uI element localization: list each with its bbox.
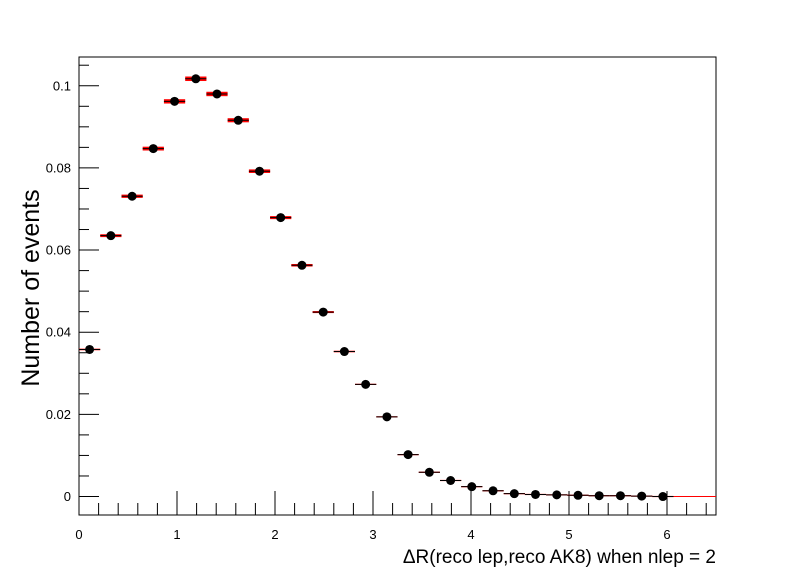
- x-tick-label: 3: [369, 527, 376, 542]
- y-tick-label: 0.04: [46, 325, 71, 340]
- data-point: [255, 166, 265, 176]
- data-point: [233, 115, 243, 125]
- x-tick-label: 0: [75, 527, 82, 542]
- data-point: [148, 144, 158, 154]
- data-point: [403, 450, 413, 460]
- data-point: [552, 490, 562, 500]
- data-point: [615, 491, 625, 501]
- data-point: [467, 482, 477, 492]
- data-point: [488, 486, 498, 496]
- y-tick-label: 0.02: [46, 407, 71, 422]
- data-point: [424, 467, 434, 477]
- y-tick-label: 0: [64, 489, 71, 504]
- x-tick-label: 5: [565, 527, 572, 542]
- x-tick-label: 2: [271, 527, 278, 542]
- y-axis-title: Number of events: [17, 189, 45, 386]
- data-point: [573, 490, 583, 500]
- x-axis-title: ΔR(reco lep,reco AK8) when nlep = 2: [403, 547, 716, 568]
- data-point: [361, 379, 371, 389]
- x-tick-label: 4: [467, 527, 474, 542]
- axis-ticks: [78, 64, 707, 515]
- data-point: [594, 491, 604, 501]
- data-point: [276, 213, 286, 223]
- data-point: [509, 489, 519, 499]
- data-point: [212, 89, 222, 99]
- y-tick-label: 0.1: [53, 78, 71, 93]
- data-point: [170, 96, 180, 106]
- data-point: [191, 74, 201, 84]
- data-point: [382, 412, 392, 422]
- data-point: [297, 260, 307, 270]
- data-marks: [78, 74, 674, 502]
- data-point: [658, 492, 668, 502]
- data-point: [530, 489, 540, 499]
- data-point: [127, 191, 137, 201]
- x-tick-labels: 0 1 2 3 4 5 6: [75, 527, 670, 542]
- data-point: [106, 231, 116, 241]
- y-tick-label: 0.06: [46, 243, 71, 258]
- y-tick-label: 0.08: [46, 160, 71, 175]
- x-tick-label: 1: [173, 527, 180, 542]
- data-point: [339, 347, 349, 357]
- x-tick-label: 6: [663, 527, 670, 542]
- plot-frame: [78, 56, 717, 516]
- data-point: [446, 475, 456, 485]
- y-tick-labels: 0 0.02 0.04 0.06 0.08 0.1: [46, 78, 71, 504]
- data-point: [637, 491, 647, 501]
- data-point: [85, 344, 95, 354]
- data-point: [318, 307, 328, 317]
